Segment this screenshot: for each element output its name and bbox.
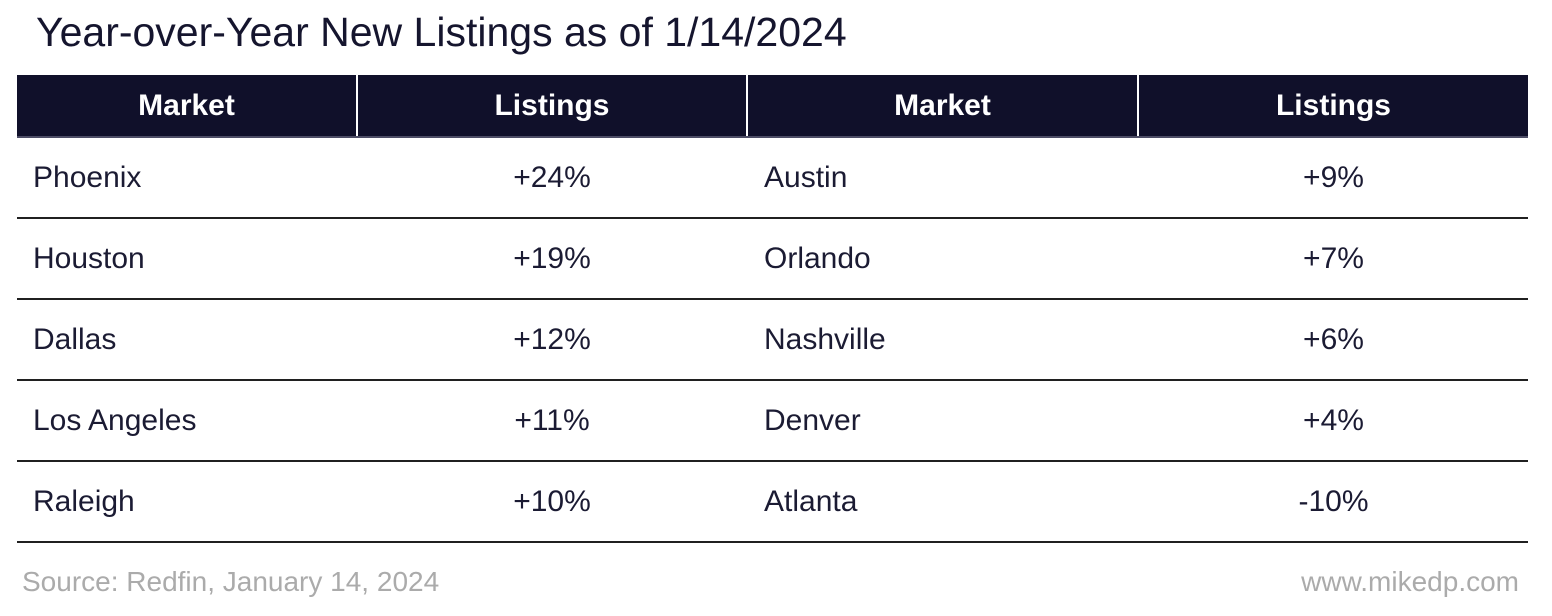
table-row: Los Angeles +11% Denver +4%: [17, 381, 1528, 462]
table-row: Dallas +12% Nashville +6%: [17, 300, 1528, 381]
listings-table: Market Listings Market Listings Phoenix …: [17, 75, 1528, 543]
table-row: Houston +19% Orlando +7%: [17, 219, 1528, 300]
header-market-left: Market: [17, 75, 356, 136]
market-name: Nashville: [764, 322, 886, 356]
header-listings-left: Listings: [358, 75, 746, 136]
header-market-right: Market: [748, 75, 1137, 136]
header-listings-right: Listings: [1139, 75, 1528, 136]
listings-value: +9%: [1303, 160, 1364, 194]
table-row: Raleigh +10% Atlanta -10%: [17, 462, 1528, 543]
market-name: Denver: [764, 403, 861, 437]
market-name: Atlanta: [764, 484, 858, 518]
market-name: Dallas: [33, 322, 117, 356]
listings-value: +6%: [1303, 322, 1364, 356]
market-name: Phoenix: [33, 160, 142, 194]
market-name: Los Angeles: [33, 403, 197, 437]
website-url: www.mikedp.com: [1301, 566, 1519, 597]
listings-value: +4%: [1303, 403, 1364, 437]
listings-value: +19%: [513, 241, 591, 275]
market-name: Austin: [764, 160, 848, 194]
listings-value: +24%: [513, 160, 591, 194]
market-name: Raleigh: [33, 484, 135, 518]
listings-value: +10%: [513, 484, 591, 518]
source-attribution: Source: Redfin, January 14, 2024: [22, 566, 440, 597]
market-name: Orlando: [764, 241, 871, 275]
listings-value: +11%: [514, 403, 590, 437]
table-header-row: Market Listings Market Listings: [17, 75, 1528, 138]
page-title: Year-over-Year New Listings as of 1/14/2…: [36, 9, 847, 55]
table-row: Phoenix +24% Austin +9%: [17, 138, 1528, 219]
listings-value: +12%: [513, 322, 591, 356]
listings-value: +7%: [1303, 241, 1364, 275]
listings-value: -10%: [1298, 484, 1369, 518]
market-name: Houston: [33, 241, 145, 275]
footer: Source: Redfin, January 14, 2024 www.mik…: [17, 566, 1528, 598]
